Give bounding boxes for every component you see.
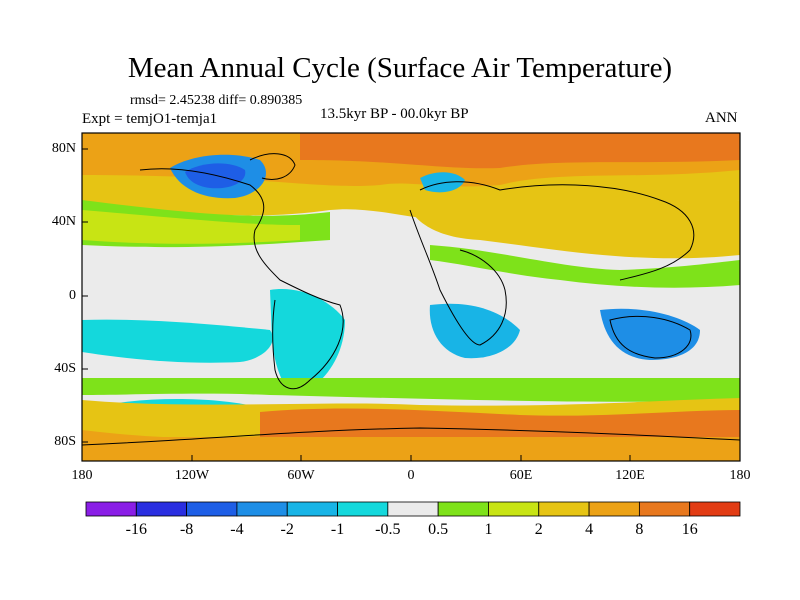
lon-label-180e: 180: [729, 468, 751, 483]
colorbar-label: 0.5: [428, 521, 449, 538]
lat-label-80n: 80N: [51, 141, 76, 156]
stats-text: rmsd= 2.45238 diff= 0.890385: [130, 93, 303, 108]
colorbar-label: -16: [125, 521, 147, 538]
colorbar-label: 8: [635, 521, 644, 538]
colorbar-swatch: [236, 501, 288, 517]
colorbar-swatch: [689, 501, 741, 517]
lon-label-180w: 180: [71, 468, 93, 483]
map-title: Mean Annual Cycle (Surface Air Temperatu…: [127, 52, 673, 84]
colorbar-swatch: [538, 501, 590, 517]
colorbar-label: 16: [681, 521, 698, 538]
colorbar-swatch: [186, 501, 238, 517]
season-label: ANN: [705, 110, 738, 126]
lon-label-120w: 120W: [174, 468, 210, 483]
experiment-label: Expt = temjO1-temja1: [82, 111, 218, 127]
colorbar-label: 2: [534, 521, 543, 538]
colorbar-swatch: [437, 501, 489, 517]
lat-label-0: 0: [69, 288, 76, 303]
colorbar-label: -0.5: [375, 521, 401, 538]
colorbar-swatch: [588, 501, 640, 517]
colorbar-label: -2: [280, 521, 294, 538]
lon-label-120e: 120E: [615, 468, 645, 483]
colorbar-swatch: [286, 501, 338, 517]
lon-label-60w: 60W: [287, 468, 315, 483]
lat-label-80s: 80S: [54, 434, 76, 449]
colorbar-swatch: [337, 501, 389, 517]
lat-label-40n: 40N: [51, 214, 76, 229]
colorbar-swatch: [387, 501, 439, 517]
lon-label-0: 0: [407, 468, 415, 483]
axis-ticks: [81, 148, 741, 461]
colorbar-label: -8: [179, 521, 194, 538]
colorbar-swatch: [638, 501, 691, 517]
lat-label-40s: 40S: [54, 361, 76, 376]
lon-label-60e: 60E: [509, 468, 533, 483]
colorbar-swatch: [135, 501, 188, 517]
coastlines: [82, 153, 740, 446]
colorbar-label: -1: [330, 521, 345, 538]
colorbar-swatch: [488, 501, 540, 517]
colorbar-label: 1: [484, 521, 493, 538]
period-label: 13.5kyr BP - 00.0kyr BP: [320, 106, 469, 122]
colorbar-label: 4: [585, 521, 594, 538]
colorbar: [85, 501, 741, 517]
colorbar-swatch: [85, 501, 137, 517]
colorbar-label: -4: [230, 521, 244, 538]
temperature-field: [82, 133, 740, 461]
